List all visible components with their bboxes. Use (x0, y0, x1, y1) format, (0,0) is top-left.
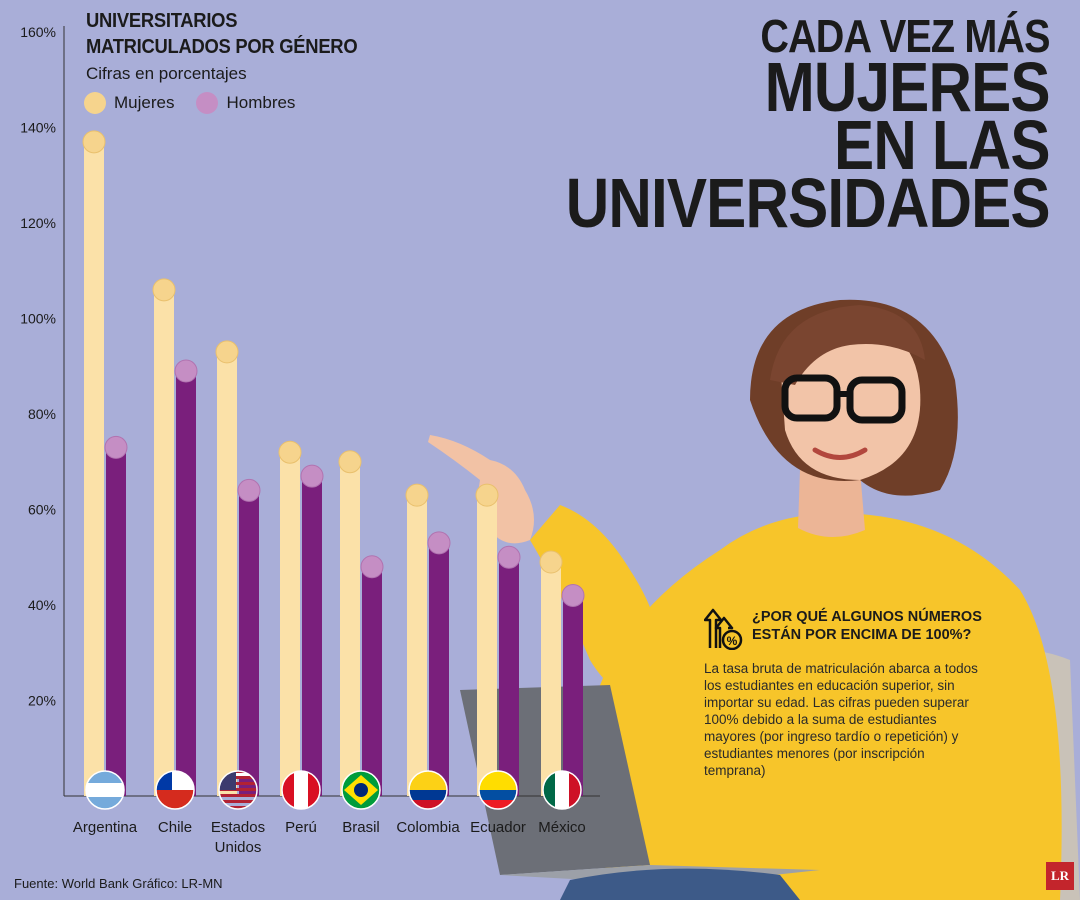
bar-hombres-5 (429, 542, 449, 796)
x-tick-label: Argentina (73, 819, 138, 836)
point-hombres-7 (561, 583, 585, 607)
point-hombres-1 (174, 359, 198, 383)
bar-hombres-0 (106, 447, 126, 796)
point-mujeres-6 (475, 483, 499, 507)
bar-hombres-3 (302, 476, 322, 796)
bar-chart: 20% 40% 60% 80% 100% 120% 140% 160% Argentina Chi… (20, 24, 600, 856)
x-tick-label: Unidos (215, 839, 262, 856)
peru-flag-icon (281, 770, 321, 810)
brazil-flag-icon (341, 770, 381, 810)
y-tick-label: 160% (20, 24, 56, 40)
x-tick-label: Chile (158, 819, 192, 836)
chile-flag-icon (155, 770, 195, 810)
point-mujeres-4 (338, 450, 362, 474)
bar-mujeres-1 (154, 289, 174, 796)
chart-legend: Mujeres Hombres (84, 92, 295, 114)
bar-hombres-7 (563, 595, 583, 796)
chart-title: UNIVERSITARIOS MATRICULADOS POR GÉNERO (86, 8, 358, 60)
lr-logo: LR (1046, 862, 1074, 890)
x-tick-label: Estados (211, 819, 265, 836)
usa-flag-icon (218, 770, 258, 810)
bar-mujeres-0 (84, 141, 104, 796)
headline-line-3: EN LAS (834, 106, 1050, 184)
chart-title-line: UNIVERSITARIOS (86, 10, 238, 32)
y-tick-label: 80% (28, 406, 56, 422)
argentina-flag-icon (85, 770, 125, 810)
headline: CADA VEZ MÁS MUJERES EN LAS UNIVERSIDADE… (487, 10, 1051, 242)
bar-mujeres-7 (541, 562, 561, 796)
legend-item-hombres: Hombres (196, 92, 295, 114)
point-hombres-5 (427, 531, 451, 555)
mexico-flag-icon (542, 770, 582, 810)
info-title: ¿POR QUÉ ALGUNOS NÚMEROS ESTÁN POR ENCIM… (752, 608, 982, 644)
svg-text:%: % (727, 634, 738, 648)
chart-subtitle: Cifras en porcentajes (86, 64, 247, 83)
x-tick-label: México (538, 819, 586, 836)
headline-line-2: MUJERES (764, 48, 1051, 126)
bar-mujeres-4 (340, 461, 360, 796)
headline-line-4: UNIVERSIDADES (566, 164, 1051, 242)
bar-hombres-6 (499, 557, 519, 796)
y-tick-label: 60% (28, 502, 56, 518)
bar-mujeres-3 (280, 452, 300, 796)
bar-mujeres-6 (477, 495, 497, 796)
point-mujeres-5 (405, 483, 429, 507)
point-mujeres-3 (278, 440, 302, 464)
y-tick-label: 100% (20, 311, 56, 327)
x-tick-label: Brasil (342, 819, 380, 836)
y-tick-label: 40% (28, 597, 56, 613)
info-box: % ¿POR QUÉ ALGUNOS NÚMEROS ESTÁN POR ENC… (704, 606, 984, 779)
bar-hombres-1 (176, 371, 196, 796)
y-tick-label: 140% (20, 120, 56, 136)
point-mujeres-7 (539, 550, 563, 574)
colombia-flag-icon (408, 770, 448, 810)
percent-growth-icon: % (704, 608, 743, 650)
legend-label-hombres: Hombres (226, 93, 296, 112)
bar-hombres-4 (362, 566, 382, 796)
point-hombres-4 (360, 555, 384, 579)
info-body: La tasa bruta de matriculación abarca a … (704, 661, 978, 778)
legend-swatch-hombres (196, 92, 219, 114)
point-mujeres-1 (152, 278, 176, 302)
bar-mujeres-5 (407, 495, 427, 796)
legend-label-mujeres: Mujeres (114, 93, 175, 112)
bar-mujeres-2 (217, 351, 237, 796)
point-hombres-3 (300, 464, 324, 488)
x-tick-label: Perú (285, 819, 317, 836)
legend-swatch-mujeres (84, 92, 106, 114)
point-hombres-2 (237, 478, 261, 502)
headline-line-1: CADA VEZ MÁS (760, 10, 1051, 62)
point-mujeres-0 (82, 130, 106, 154)
bar-hombres-2 (239, 490, 259, 796)
chart-title-line: MATRICULADOS POR GÉNERO (86, 36, 358, 58)
x-tick-label: Colombia (396, 819, 460, 836)
info-header: % ¿POR QUÉ ALGUNOS NÚMEROS ESTÁN POR ENC… (704, 606, 984, 650)
y-tick-label: 20% (28, 693, 56, 709)
ecuador-flag-icon (478, 770, 518, 810)
x-tick-label: Ecuador (470, 819, 526, 836)
point-hombres-0 (104, 435, 128, 459)
point-mujeres-2 (215, 340, 239, 364)
point-hombres-6 (497, 545, 521, 569)
y-tick-label: 120% (20, 215, 56, 231)
source-credit: Fuente: World Bank Gráfico: LR-MN (14, 876, 223, 891)
legend-item-mujeres: Mujeres (84, 92, 174, 114)
info-title-line: ESTÁN POR ENCIMA DE 100%? (752, 627, 972, 643)
info-title-line: ¿POR QUÉ ALGUNOS NÚMEROS (752, 609, 982, 625)
